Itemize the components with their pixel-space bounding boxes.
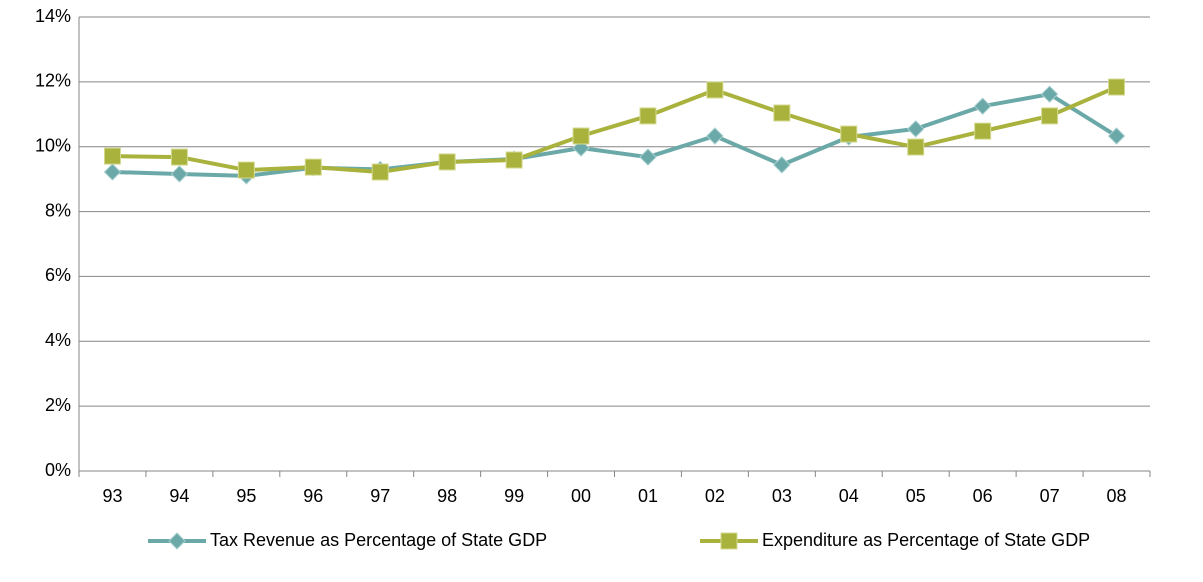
- point: [973, 97, 992, 115]
- point: [907, 138, 925, 156]
- y-tick-label: 14%: [35, 6, 71, 26]
- x-tick-label: 97: [370, 486, 390, 506]
- point: [974, 122, 992, 140]
- x-tick-label: 08: [1107, 486, 1127, 506]
- x-tick-label: 07: [1040, 486, 1060, 506]
- point: [773, 156, 791, 174]
- series-line: [112, 92, 1118, 178]
- point: [1108, 78, 1126, 96]
- series-line: [112, 85, 1118, 175]
- y-tick-label: 6%: [45, 265, 71, 285]
- point: [237, 161, 255, 179]
- point: [639, 107, 657, 125]
- x-tick-label: 01: [638, 486, 658, 506]
- point: [1107, 127, 1126, 145]
- x-tick-label: 02: [705, 486, 725, 506]
- point: [706, 127, 724, 145]
- point: [639, 148, 657, 166]
- point: [304, 158, 322, 176]
- point: [572, 139, 590, 157]
- y-tick-label: 12%: [35, 71, 71, 91]
- point: [438, 153, 456, 171]
- legend-marker: [720, 532, 738, 550]
- legend-label: Tax Revenue as Percentage of State GDP: [210, 530, 547, 550]
- point: [1041, 107, 1059, 125]
- x-tick-label: 04: [839, 486, 859, 506]
- x-tick-label: 00: [571, 486, 591, 506]
- x-tick-label: 06: [973, 486, 993, 506]
- x-tick-label: 93: [102, 486, 122, 506]
- point: [572, 127, 590, 145]
- legend-marker: [168, 532, 186, 550]
- point: [170, 148, 188, 166]
- x-tick-label: 05: [906, 486, 926, 506]
- point: [103, 163, 122, 181]
- y-tick-label: 4%: [45, 330, 71, 350]
- x-tick-label: 99: [504, 486, 524, 506]
- y-tick-label: 8%: [45, 200, 71, 220]
- legend-label: Expenditure as Percentage of State GDP: [762, 530, 1090, 550]
- point: [505, 151, 523, 169]
- point: [170, 165, 189, 183]
- point: [706, 81, 724, 99]
- point: [773, 104, 791, 122]
- point: [907, 120, 925, 138]
- point: [371, 163, 389, 181]
- x-tick-label: 95: [236, 486, 256, 506]
- y-tick-label: 2%: [45, 395, 71, 415]
- x-tick-label: 98: [437, 486, 457, 506]
- point: [103, 147, 121, 165]
- point: [840, 125, 858, 143]
- x-tick-label: 94: [169, 486, 189, 506]
- x-tick-label: 96: [303, 486, 323, 506]
- point: [1040, 85, 1059, 103]
- y-tick-label: 10%: [35, 135, 71, 155]
- y-tick-label: 0%: [45, 460, 71, 480]
- x-tick-label: 03: [772, 486, 792, 506]
